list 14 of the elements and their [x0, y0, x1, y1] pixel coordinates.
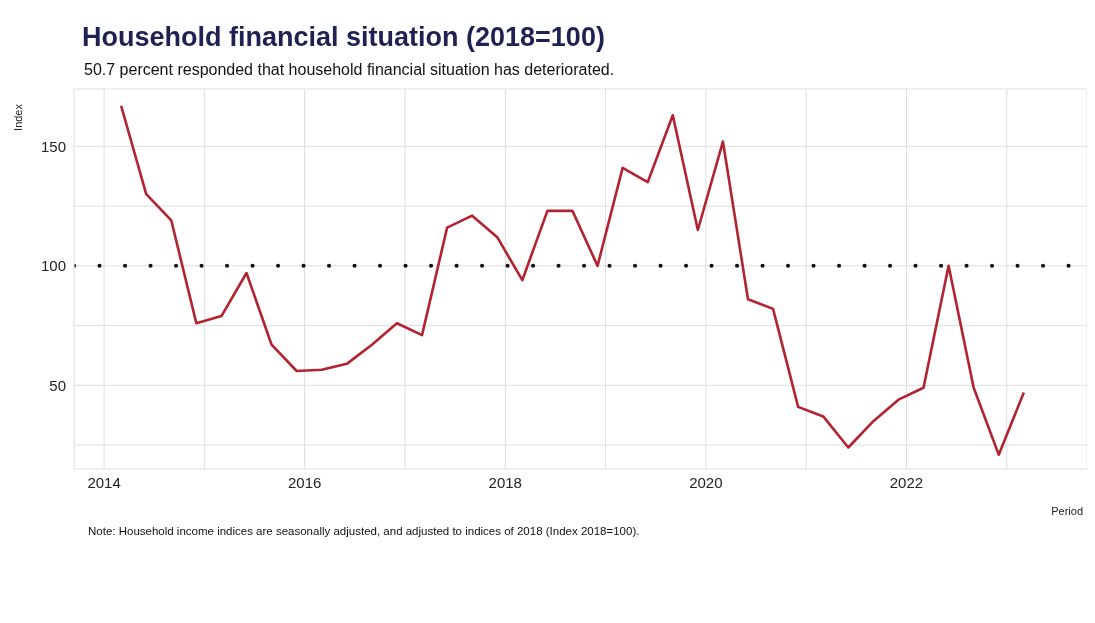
x-tick-label: 2018 — [488, 473, 522, 491]
text: Note: Household income indices are seasonally adjusted, and adjusted to indices of 2018 (Index 2018=100). — [87, 524, 641, 537]
x-axis-title: Period — [1051, 505, 1083, 517]
y-axis-title: Index — [12, 104, 24, 131]
y-tick-label: 100 — [40, 257, 66, 275]
x-tick-label: 2022 — [889, 473, 924, 491]
x-tick-label: 2020 — [689, 473, 723, 491]
y-tick-label: 50 — [49, 376, 66, 394]
chart-title: Household financial situation (2018=100) — [81, 21, 606, 53]
x-tick-label: 2016 — [288, 473, 322, 491]
x-tick-label: 2014 — [87, 473, 121, 491]
line-series — [119, 104, 1026, 456]
y-tick-label: 150 — [40, 137, 66, 155]
chart-subtitle: 50.7 percent responded that household financial situation has deteriorated. — [83, 60, 616, 79]
